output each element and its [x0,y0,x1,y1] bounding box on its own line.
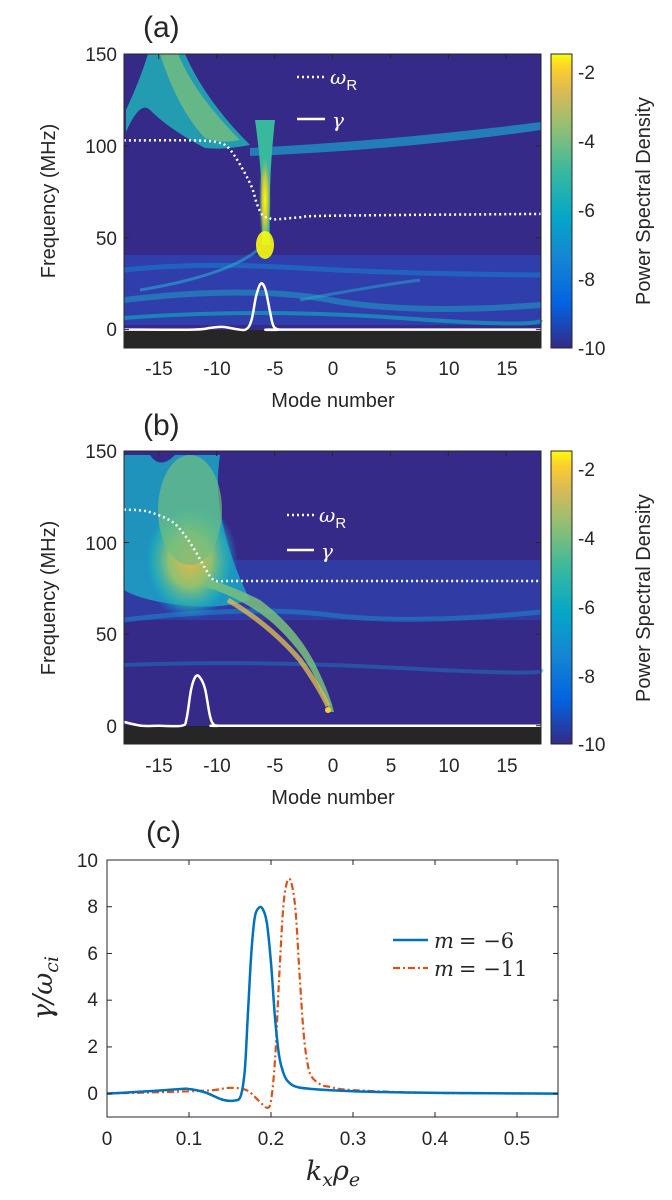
x-tick-label: -15 [145,359,172,380]
y-tick-label: 100 [85,137,117,158]
x-tick-label: 0.5 [504,1129,530,1150]
panel-a-colorbar-ticks: -2 -4 -6 -8 -10 [578,63,605,360]
legend-label-m-6: m = −6 [434,929,514,953]
y-tick-label: 50 [96,229,117,250]
x-tick-label: 0.4 [422,1129,449,1150]
x-tick-label: -10 [203,359,230,380]
series-m-6-line [106,905,559,1103]
panel-b: (b) -15 -10 -5 0 5 10 15 [38,409,655,809]
panel-b-negative-region [124,726,541,744]
panel-c-axes-box [106,859,559,1118]
colorbar-tick-label: -2 [578,63,595,84]
colorbar-tick-label: -10 [578,735,605,756]
legend-label-m-11: m = −11 [434,957,528,981]
panel-c-x-tick-labels: 0 0.1 0.2 0.3 0.4 0.5 [102,1129,531,1150]
panel-a: (a) -15 -10 -5 [38,11,655,412]
panel-a-label: (a) [143,11,180,44]
y-tick-label: 150 [85,45,117,66]
y-tick-label: 0 [106,717,117,738]
y-tick-label: 2 [87,1037,98,1058]
x-tick-label: -10 [203,756,230,777]
panel-a-colorbar [550,53,573,349]
panel-c-plot-background [107,860,558,1117]
x-tick-label: -15 [145,756,172,777]
colorbar-tick-label: -6 [578,598,595,619]
panel-b-label: (b) [143,409,180,442]
panel-b-ticks [124,450,541,744]
colorbar-tick-label: -6 [578,201,595,222]
panel-a-y-axis-title: Frequency (MHz) [38,124,60,278]
x-tick-label: 15 [496,359,517,380]
legend-label-omega-r: ωR [330,65,357,94]
colorbar-tick-label: -2 [578,460,595,481]
panel-b-x-tick-labels: -15 -10 -5 0 5 10 15 [145,756,517,777]
x-tick-label: 0.1 [176,1129,202,1150]
panel-b-colorbar [550,450,573,745]
y-tick-label: 10 [77,851,98,872]
panel-a-y-tick-labels: 0 50 100 150 [85,45,117,341]
legend-label-gamma: γ [332,108,344,132]
panel-c-ticks [106,859,558,1117]
x-tick-label: 5 [386,756,397,777]
panel-a-heatmap [123,54,543,348]
y-tick-label: 6 [87,944,98,965]
y-tick-label: 8 [87,897,98,918]
legend-label-omega-r: ωR [319,503,346,532]
panel-c-y-tick-labels: 0 2 4 6 8 10 [77,851,99,1105]
colorbar-tick-label: -4 [578,132,595,153]
colorbar-tick-label: -4 [578,529,595,550]
x-tick-label: -5 [267,756,284,777]
x-tick-label: 10 [438,756,459,777]
panel-b-y-tick-labels: 0 50 100 150 [85,442,117,738]
panel-a-x-axis-title: Mode number [271,390,395,412]
panel-c-y-axis-title: γ/ωci [28,956,63,1020]
panel-c-x-axis-title: kxρe [306,1156,360,1191]
panel-a-legend: ωR γ [297,65,357,132]
x-tick-label: 5 [386,359,397,380]
colorbar-tick-label: -8 [578,270,595,291]
y-tick-label: 50 [96,625,117,646]
series-m-11-line [106,877,559,1109]
panel-b-x-axis-title: Mode number [271,787,395,809]
x-tick-label: 0 [102,1129,113,1150]
panel-b-gamma-curve [123,674,541,728]
colorbar-tick-label: -8 [578,667,595,688]
y-tick-label: 0 [87,1084,98,1105]
panel-c: (c) 0 0.1 0.2 0.3 0.4 0.5 0 2 4 6 8 10 k… [28,816,559,1191]
x-tick-label: 15 [496,756,517,777]
y-tick-label: 100 [85,534,117,555]
panel-a-omega-r-curve [123,139,542,221]
panel-b-heatmap [123,455,544,744]
x-tick-label: -5 [267,359,284,380]
y-tick-label: 4 [87,990,98,1011]
panel-b-legend: ωR γ [287,503,346,563]
panel-a-negative-region [124,330,541,348]
colorbar-tick-label: -10 [578,339,605,360]
x-tick-label: 0.2 [258,1129,284,1150]
x-tick-label: 0 [328,756,339,777]
legend-label-gamma: γ [321,539,333,563]
panel-a-x-tick-labels: -15 -10 -5 0 5 10 15 [145,359,517,380]
y-tick-label: 0 [106,320,117,341]
panel-b-colorbar-title: Power Spectral Density [633,494,655,702]
panel-b-colorbar-ticks: -2 -4 -6 -8 -10 [578,460,605,756]
panel-a-colorbar-title: Power Spectral Density [633,97,655,305]
panel-b-y-axis-title: Frequency (MHz) [38,521,60,675]
panel-c-legend: m = −6 m = −11 [393,929,528,981]
panel-b-omega-r-curve [123,508,541,583]
panel-a-ticks [124,53,541,348]
panel-a-gamma-curve [123,282,541,332]
x-tick-label: 0 [328,359,339,380]
x-tick-label: 0.3 [340,1129,366,1150]
x-tick-label: 10 [438,359,459,380]
panel-c-label: (c) [146,816,181,849]
y-tick-label: 150 [85,442,117,463]
